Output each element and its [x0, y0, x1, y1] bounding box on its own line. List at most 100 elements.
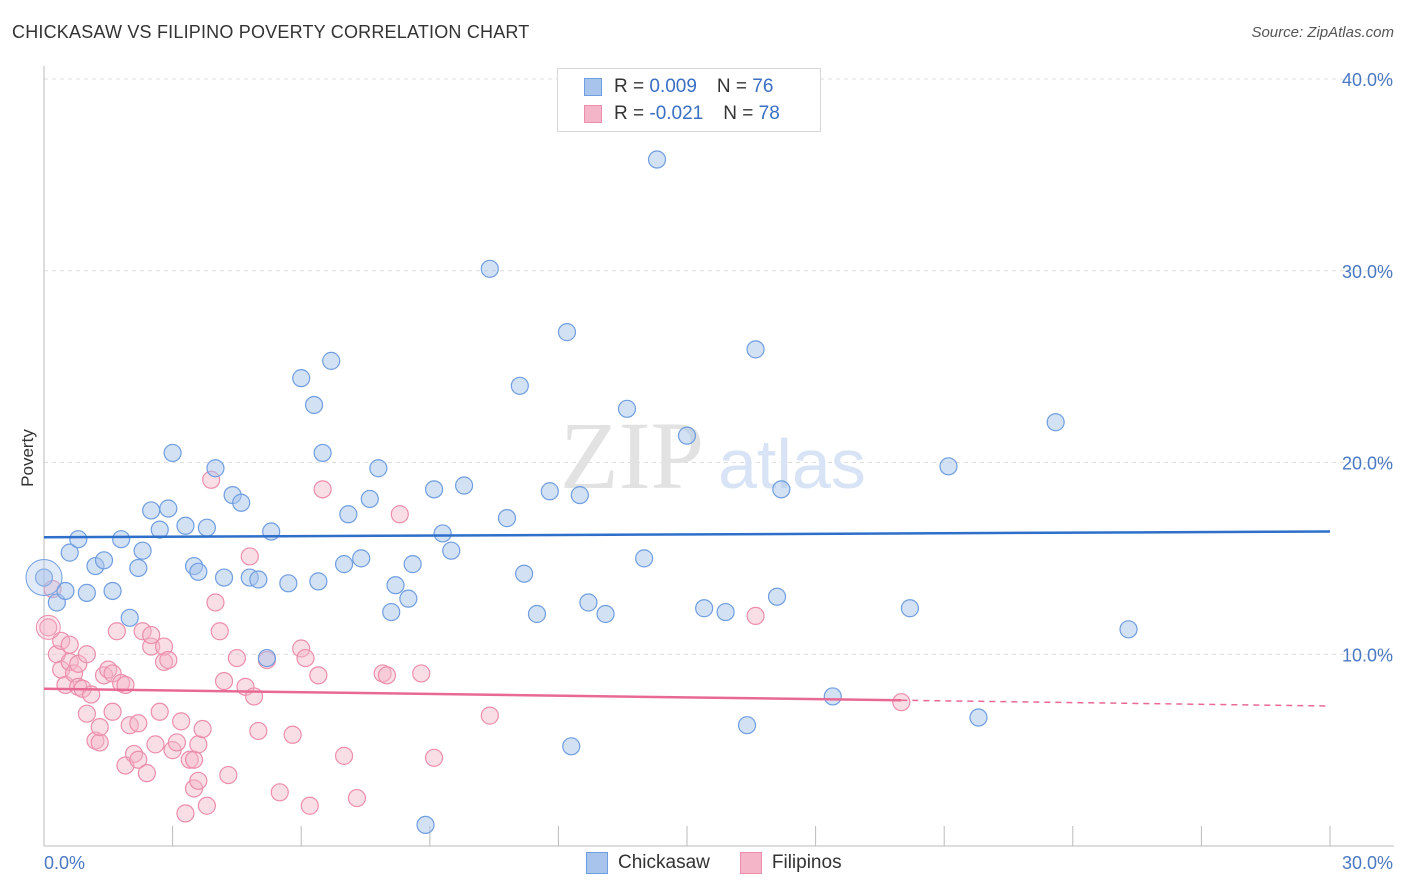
- axes: [43, 66, 1394, 847]
- chickasaw-point: [69, 530, 88, 549]
- legend-r-label: R =: [614, 103, 650, 124]
- chickasaw-point: [746, 340, 765, 359]
- chickasaw-point: [369, 459, 388, 478]
- filipinos-point: [292, 639, 311, 658]
- chickasaw-point: [433, 524, 452, 543]
- chickasaw-point: [103, 581, 122, 601]
- chickasaw-point: [304, 395, 324, 415]
- chickasaw-point: [352, 549, 371, 568]
- filipinos-point: [52, 631, 71, 650]
- filipinos-point: [283, 725, 302, 744]
- chickasaw-point: [129, 558, 148, 578]
- chickasaw-point: [112, 530, 131, 549]
- y-tick-label: 20.0%: [1342, 454, 1393, 474]
- filipinos-point: [107, 622, 126, 641]
- chickasaw-point: [515, 564, 534, 583]
- chickasaw-point: [382, 602, 401, 622]
- filipinos-label: Filipinos: [771, 852, 842, 873]
- filipinos-points: [35, 470, 911, 823]
- filipinos-point: [189, 735, 208, 754]
- filipinos-point: [313, 480, 332, 499]
- filipinos-point: [167, 733, 186, 752]
- filipinos-point: [172, 712, 191, 731]
- filipinos-point: [77, 645, 96, 664]
- chickasaw-point: [562, 737, 581, 756]
- y-axis-label: Poverty: [18, 429, 37, 487]
- chickasaw-point: [900, 599, 920, 618]
- watermark: ZIP atlas: [560, 402, 866, 509]
- filipinos-point: [334, 746, 354, 765]
- chickasaw-point: [313, 443, 332, 463]
- series-legend-filipinos: Filipinos: [739, 852, 842, 874]
- legend-n-label: N =: [723, 103, 759, 124]
- filipinos-point: [154, 637, 174, 656]
- legend-n-label: N =: [716, 76, 753, 97]
- filipinos-point: [390, 505, 409, 524]
- chickasaw-point: [442, 541, 461, 560]
- series-legend: Chickasaw Filipinos: [586, 852, 872, 874]
- filipinos-point: [270, 783, 289, 802]
- chickasaw-point: [454, 476, 474, 495]
- chickasaw-point: [823, 687, 842, 706]
- chickasaw-point: [737, 716, 757, 735]
- filipinos-point: [210, 622, 229, 641]
- tick-labels: 10.0% 20.0% 30.0% 40.0% 0.0% 30.0%: [44, 70, 1393, 873]
- chickasaw-point: [647, 150, 667, 169]
- chickasaw-point: [510, 376, 529, 395]
- filipinos-point: [189, 771, 208, 790]
- chickasaw-point: [424, 480, 444, 499]
- chickasaw-point: [416, 815, 435, 835]
- chickasaw-point: [133, 541, 152, 560]
- filipinos-point: [746, 606, 765, 626]
- legend-row-chickasaw: R = 0.009 N = 76: [584, 75, 773, 99]
- filipinos-point: [193, 719, 212, 739]
- chickasaw-point: [176, 516, 195, 535]
- filipinos-point: [90, 733, 109, 752]
- chickasaw-point: [249, 570, 268, 589]
- legend-r-value: -0.021: [649, 103, 704, 124]
- chickasaw-point: [34, 568, 54, 587]
- chickasaw-point: [292, 369, 311, 388]
- filipinos-point: [129, 714, 148, 733]
- filipinos-point: [214, 671, 234, 691]
- chickasaw-point: [60, 543, 79, 562]
- legend-r-value: 0.009: [649, 76, 697, 97]
- chickasaw-point: [695, 599, 714, 618]
- legend-r-label: R =: [614, 76, 650, 97]
- chickasaw-point: [939, 457, 958, 476]
- y-tick-label: 30.0%: [1342, 262, 1393, 282]
- filipinos-point: [77, 704, 96, 723]
- chickasaw-point: [206, 459, 225, 478]
- chickasaw-label: Chickasaw: [618, 852, 710, 873]
- filipinos-point: [60, 635, 79, 654]
- filipinos-trend-line: [43, 687, 902, 702]
- x-tick-label: 30.0%: [1342, 853, 1393, 873]
- chickasaw-point: [527, 604, 547, 624]
- filipinos-point: [296, 648, 315, 668]
- watermark-atlas: atlas: [718, 425, 866, 503]
- filipinos-point: [39, 618, 58, 637]
- filipinos-point: [103, 702, 122, 721]
- filipinos-swatch: [739, 852, 762, 874]
- chickasaw-point: [480, 259, 499, 278]
- stats-legend: R = 0.009 N = 76 R = -0.021 N = 78: [557, 68, 821, 132]
- chickasaw-point: [257, 648, 277, 668]
- chickasaw-point: [309, 572, 328, 591]
- chickasaw-point: [540, 482, 559, 501]
- chickasaw-point: [77, 583, 96, 602]
- chickasaw-point: [557, 323, 577, 342]
- chickasaw-point: [163, 443, 182, 463]
- chickasaw-point: [279, 574, 298, 593]
- chickasaw-point: [339, 505, 358, 524]
- chickasaw-point: [214, 568, 234, 587]
- chickasaw-point: [497, 509, 517, 528]
- chickasaw-point: [232, 493, 251, 512]
- chickasaw-point: [120, 608, 139, 627]
- chickasaw-point: [772, 480, 791, 499]
- chickasaw-point: [635, 549, 654, 568]
- filipinos-point: [347, 788, 367, 808]
- chickasaw-point: [403, 555, 422, 574]
- filipinos-point: [424, 748, 444, 767]
- chickasaw-point: [596, 604, 615, 624]
